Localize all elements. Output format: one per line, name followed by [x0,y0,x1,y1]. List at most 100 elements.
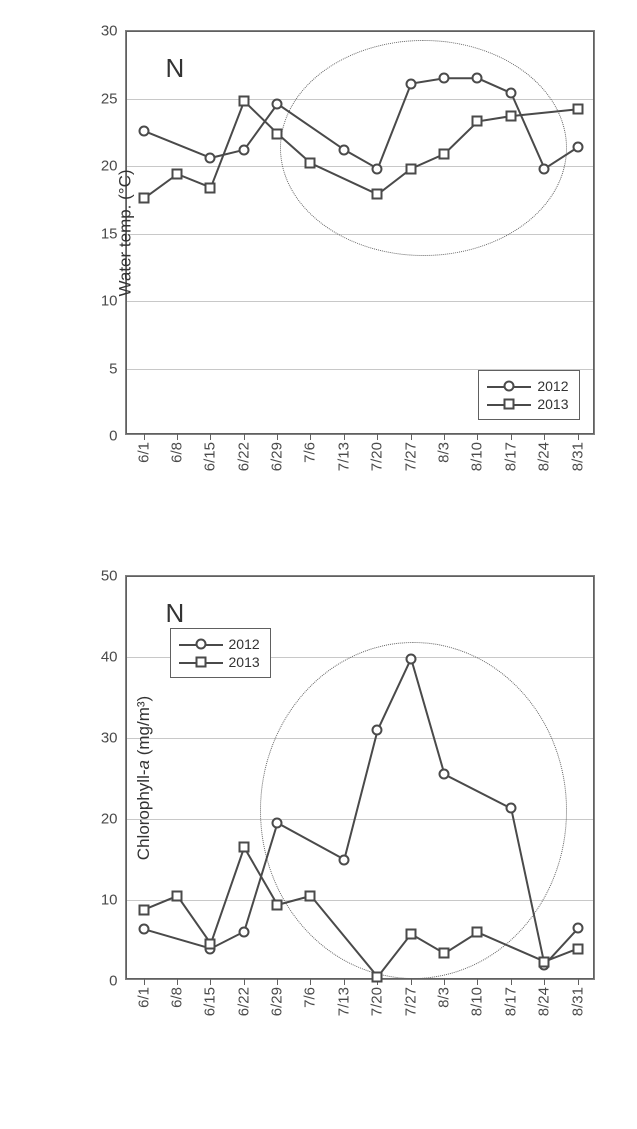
series-line-2013 [144,847,578,977]
marker-2013 [305,158,316,169]
marker-2012 [505,803,516,814]
xtick-mark [344,434,345,440]
legend-symbol-2013 [179,655,223,669]
legend-label: 2013 [537,395,568,413]
marker-2012 [338,144,349,155]
plot-area: 0510152025306/16/86/156/226/297/67/137/2… [125,30,595,435]
marker-2012 [338,854,349,865]
xtick-mark [177,979,178,985]
gridline [126,99,594,100]
xtick-label: 7/6 [302,442,319,463]
xtick-label: 8/3 [435,987,452,1008]
marker-2012 [505,88,516,99]
marker-2013 [171,169,182,180]
marker-2012 [572,923,583,934]
legend-label: 2013 [229,653,260,671]
marker-2013 [205,938,216,949]
xtick-mark [411,434,412,440]
xtick-mark [544,434,545,440]
xtick-label: 8/10 [469,442,486,471]
marker-2012 [238,926,249,937]
ytick-label: 25 [101,90,118,107]
xtick-mark [511,434,512,440]
plot-area: 010203040506/16/86/156/226/297/67/137/20… [125,575,595,980]
xtick-label: 8/24 [536,442,553,471]
ytick-label: 5 [109,360,117,377]
legend-label: 2012 [229,635,260,653]
marker-2012 [405,78,416,89]
chart-temp: 0510152025306/16/86/156/226/297/67/137/2… [13,20,625,515]
xtick-mark [578,979,579,985]
marker-2012 [438,73,449,84]
xtick-label: 7/20 [369,442,386,471]
xtick-label: 8/17 [502,987,519,1016]
legend-item-2012: 2012 [179,635,260,653]
marker-2012 [405,653,416,664]
y-axis-label: Chlorophyll-a (mg/m³) [134,695,154,859]
xtick-mark [477,979,478,985]
marker-2012 [472,73,483,84]
marker-2013 [138,904,149,915]
xtick-mark [377,434,378,440]
marker-2013 [438,948,449,959]
ytick-label: 40 [101,649,118,666]
xtick-label: 7/13 [335,442,352,471]
legend-item-2013: 2013 [179,653,260,671]
xtick-label: 8/24 [536,987,553,1016]
xtick-mark [177,434,178,440]
legend-label: 2012 [537,377,568,395]
marker-2012 [238,144,249,155]
marker-2013 [238,842,249,853]
marker-2012 [372,724,383,735]
marker-2013 [405,929,416,940]
gridline [126,166,594,167]
xtick-label: 6/29 [269,442,286,471]
xtick-mark [244,979,245,985]
xtick-label: 6/15 [202,442,219,471]
marker-2012 [272,818,283,829]
xtick-label: 7/27 [402,442,419,471]
gridline [126,301,594,302]
xtick-mark [144,979,145,985]
legend-symbol-2012 [179,637,223,651]
ytick-label: 20 [101,811,118,828]
marker-2013 [305,890,316,901]
xtick-mark [310,979,311,985]
legend-symbol-2013 [487,397,531,411]
xtick-mark [277,979,278,985]
marker-2012 [205,152,216,163]
ytick-label: 50 [101,568,118,585]
gridline [126,234,594,235]
xtick-mark [444,434,445,440]
xtick-label: 7/20 [369,987,386,1016]
xtick-mark [210,434,211,440]
ytick-label: 30 [101,23,118,40]
marker-2013 [472,116,483,127]
xtick-label: 8/17 [502,442,519,471]
xtick-label: 8/3 [435,442,452,463]
xtick-label: 6/8 [168,442,185,463]
ytick-label: 0 [109,428,117,445]
xtick-label: 8/31 [569,987,586,1016]
ytick-label: 0 [109,973,117,990]
marker-2012 [438,769,449,780]
marker-2013 [272,899,283,910]
marker-2013 [138,193,149,204]
marker-2013 [572,943,583,954]
xtick-label: 7/27 [402,987,419,1016]
xtick-mark [277,434,278,440]
gridline [126,819,594,820]
marker-2012 [572,142,583,153]
ytick-label: 10 [101,892,118,909]
xtick-mark [544,979,545,985]
marker-2012 [272,98,283,109]
xtick-label: 6/22 [235,987,252,1016]
xtick-mark [210,979,211,985]
xtick-mark [444,979,445,985]
marker-2013 [539,956,550,967]
marker-2012 [138,924,149,935]
legend-item-2012: 2012 [487,377,568,395]
xtick-mark [244,434,245,440]
marker-2013 [171,890,182,901]
panel-letter: N [166,53,185,84]
